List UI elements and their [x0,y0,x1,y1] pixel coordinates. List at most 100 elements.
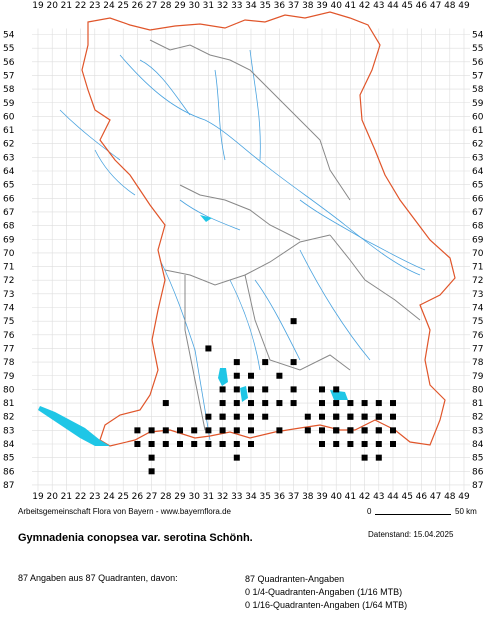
record-marker [248,386,254,393]
y-tick-label: 78 [3,358,15,368]
region-boundaries [149,39,421,431]
record-marker [361,427,368,434]
record-marker [276,372,283,379]
y-tick-label: 55 [472,44,483,54]
record-marker [347,427,354,434]
y-tick-label: 80 [472,385,484,395]
y-tick-label: 66 [472,194,484,204]
record-marker [319,441,325,447]
y-tick-label: 83 [472,426,483,436]
record-marker [361,413,368,420]
x-tick-label: 24 [103,1,115,11]
record-marker [390,427,396,434]
y-tick-label: 78 [472,358,484,368]
x-tick-label: 21 [61,1,72,11]
record-marker [233,372,240,379]
y-tick-label: 85 [472,454,483,464]
lake [200,215,212,222]
credit-line: Arbeitsgemeinschaft Flora von Bayern - w… [18,507,231,516]
x-tick-label: 27 [146,492,157,500]
y-tick-label: 67 [3,208,14,218]
y-tick-label: 73 [472,290,483,300]
record-marker [333,441,340,447]
record-marker [390,413,396,420]
x-tick-label: 22 [75,492,86,500]
x-tick-label: 40 [330,1,342,11]
x-tick-label: 29 [174,1,186,11]
record-marker [319,400,325,407]
record-marker [290,359,297,366]
y-ticks-left: 54 55 56 57 58 59 60 61 62 63 64 65 66 67 68 69 70 71 72 73… [3,31,15,491]
y-tick-label: 69 [3,235,15,245]
record-marker [319,413,325,420]
record-marker [219,400,226,407]
y-tick-label: 72 [472,276,483,286]
record-marker [304,413,311,420]
record-marker [205,441,212,447]
record-marker [248,441,254,447]
x-tick-label: 39 [316,492,328,500]
y-tick-label: 55 [3,44,14,54]
x-tick-label: 31 [203,1,214,11]
y-tick-label: 63 [472,153,483,163]
y-tick-label: 56 [472,58,484,68]
y-tick-label: 58 [472,85,484,95]
record-marker [248,372,254,379]
record-breakdown: 87 Quadranten-Angaben 0 1/4-Quadranten-A… [245,573,407,612]
record-marker [361,441,368,447]
y-tick-label: 84 [472,440,484,450]
record-marker [148,468,155,475]
y-tick-label: 81 [3,399,14,409]
x-tick-label: 40 [330,492,342,500]
y-tick-label: 86 [472,467,484,477]
x-tick-label: 43 [373,1,384,11]
x-tick-label: 33 [231,492,242,500]
record-marker [219,413,226,420]
data-date: Datenstand: 15.04.2025 [368,530,454,539]
x-tick-label: 46 [416,1,428,11]
record-marker [333,413,340,420]
y-tick-label: 76 [3,331,15,341]
record-marker [390,400,396,407]
y-tick-label: 69 [472,235,484,245]
distribution-map: 19 20 21 22 23 24 25 26 27 28 29 30 31 32 33 34 35 36 37 38… [3,1,484,500]
record-marker [361,454,368,461]
record-marker [375,454,382,461]
x-tick-label: 37 [288,1,299,11]
y-tick-label: 71 [472,263,483,273]
x-tick-label: 20 [46,492,58,500]
record-marker [233,427,240,434]
record-marker [262,386,269,393]
record-summary: 87 Angaben aus 87 Quadranten, davon: [18,573,178,583]
y-tick-label: 83 [3,426,14,436]
y-tick-label: 82 [472,413,483,423]
y-tick-label: 57 [472,71,483,81]
x-tick-label: 47 [430,492,441,500]
x-tick-label: 48 [444,492,456,500]
x-tick-label: 30 [188,492,200,500]
x-tick-label: 29 [174,492,186,500]
y-tick-label: 77 [3,344,14,354]
record-marker [233,413,240,420]
lake [330,390,348,400]
record-marker [177,441,183,447]
x-tick-label: 34 [245,492,257,500]
y-tick-label: 80 [3,385,15,395]
y-tick-label: 79 [472,372,484,382]
x-tick-label: 45 [401,1,412,11]
record-marker [262,400,269,407]
x-tick-label: 34 [245,1,257,11]
record-marker [233,386,240,393]
x-tick-label: 36 [274,492,286,500]
record-marker [375,413,382,420]
y-tick-label: 87 [472,481,483,491]
y-tick-label: 54 [472,31,484,41]
record-marker [290,318,297,325]
x-tick-label: 49 [458,1,470,11]
record-marker [319,386,325,393]
record-marker [276,427,283,434]
record-marker [375,441,382,447]
x-tick-label: 27 [146,1,157,11]
record-marker [262,359,269,366]
x-tick-label: 28 [160,492,172,500]
